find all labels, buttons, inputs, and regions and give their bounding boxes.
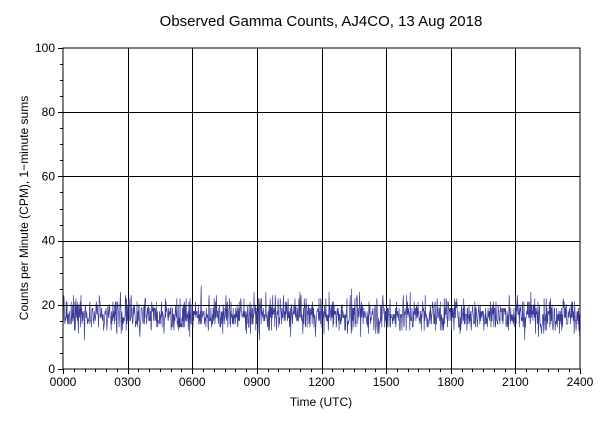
x-tick-label: 0600 — [179, 375, 206, 389]
y-tick-label: 0 — [48, 362, 55, 376]
x-tick-label: 1500 — [373, 375, 400, 389]
series-line — [62, 285, 581, 341]
x-tick-label: 0000 — [50, 375, 77, 389]
y-tick-label: 80 — [42, 105, 56, 119]
y-tick-label: 40 — [42, 234, 56, 248]
x-tick-label: 0900 — [244, 375, 271, 389]
series-layer — [62, 285, 581, 341]
y-axis-label: Counts per Minute (CPM), 1−minute sums — [17, 96, 31, 320]
x-tick-label: 2100 — [502, 375, 529, 389]
chart-title: Observed Gamma Counts, AJ4CO, 13 Aug 201… — [160, 13, 483, 30]
x-tick-label: 1200 — [308, 375, 335, 389]
plot-frame — [62, 47, 581, 370]
x-axis-label: Time (UTC) — [290, 395, 352, 409]
y-tick-label: 60 — [42, 169, 56, 183]
x-tick-labels: 0000 0300 0600 0900 1200 1500 1800 2100 2400 — [50, 375, 594, 389]
grid-lines — [63, 48, 580, 369]
x-tick-label: 1800 — [437, 375, 464, 389]
y-tick-label: 20 — [42, 298, 56, 312]
x-tick-label: 0300 — [114, 375, 141, 389]
x-tick-label: 2400 — [567, 375, 594, 389]
axis-ticks — [58, 48, 581, 374]
y-tick-labels: 0 20 40 60 80 100 — [35, 41, 55, 376]
y-tick-label: 100 — [35, 41, 55, 55]
